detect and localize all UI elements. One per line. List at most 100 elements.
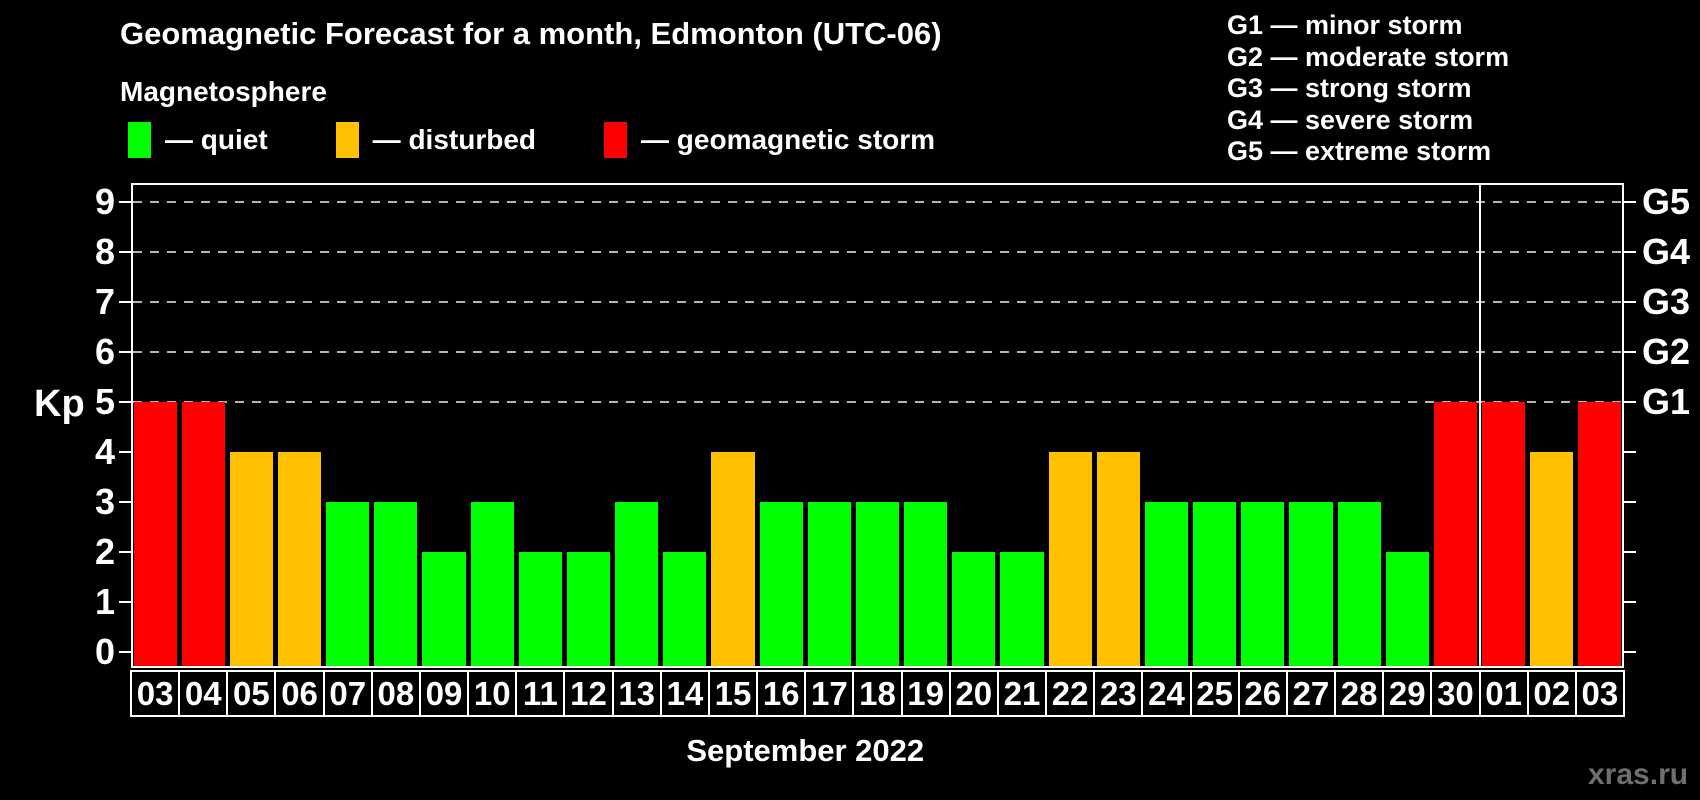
y-tick-label-0: 0 <box>94 631 115 672</box>
date-cell-25-22: 25 <box>1189 670 1240 717</box>
y-tick-left-5 <box>119 401 131 403</box>
quiet-color-swatch <box>128 122 151 158</box>
date-cell-15-12: 15 <box>707 670 759 717</box>
gridline-kp7 <box>133 301 1622 303</box>
y-tick-left-2 <box>119 551 131 553</box>
date-cell-11-8: 11 <box>515 670 566 717</box>
date-cell-24-21: 24 <box>1141 670 1192 717</box>
y-tick-right-6 <box>1624 351 1636 353</box>
bar-day-02 <box>1530 452 1574 666</box>
bar-day-29 <box>1385 552 1429 666</box>
y-tick-right-2 <box>1624 551 1636 553</box>
y-tick-label-7: 7 <box>94 281 115 322</box>
y-tick-label-6: 6 <box>94 331 115 372</box>
bar-day-19 <box>904 502 948 666</box>
magnetosphere-legend: — quiet — disturbed — geomagnetic storm <box>128 122 1003 158</box>
date-cell-19-16: 19 <box>900 670 951 717</box>
y-tick-label-4: 4 <box>94 431 115 472</box>
y-tick-left-3 <box>119 501 131 503</box>
bar-day-18 <box>855 502 900 666</box>
date-cell-14-11: 14 <box>659 670 710 717</box>
bar-day-09 <box>422 552 466 666</box>
date-cell-01-28: 01 <box>1478 670 1529 717</box>
watermark: xras.ru <box>1588 758 1689 791</box>
date-cell-29-26: 29 <box>1382 670 1433 717</box>
y-tick-right-1 <box>1624 601 1636 603</box>
g-axis-label-G4: G4 <box>1642 231 1691 272</box>
legend-label-storm: — geomagnetic storm <box>641 124 936 155</box>
date-cell-04-1: 04 <box>178 670 229 717</box>
y-tick-left-7 <box>119 301 131 303</box>
date-cell-05-2: 05 <box>226 670 277 717</box>
date-cell-08-5: 08 <box>370 670 421 717</box>
y-tick-left-9 <box>119 201 131 203</box>
y-axis-title: Kp <box>34 383 85 425</box>
date-cell-07-4: 07 <box>322 670 373 717</box>
bar-day-08 <box>374 502 418 666</box>
storm-legend-g3: G3 — strong storm <box>1227 73 1472 103</box>
date-cell-21-18: 21 <box>996 670 1048 717</box>
g-axis-label-G5: G5 <box>1642 181 1691 222</box>
bar-day-04 <box>181 402 225 666</box>
date-cell-17-14: 17 <box>804 670 855 717</box>
bar-day-26 <box>1241 502 1285 666</box>
gridline-kp6 <box>133 351 1622 353</box>
magnetosphere-label: Magnetosphere <box>120 76 327 107</box>
date-cell-02-29: 02 <box>1526 670 1577 717</box>
legend-label-disturbed: — disturbed <box>372 124 537 155</box>
bar-day-03 <box>133 402 177 666</box>
bar-day-30 <box>1433 402 1477 666</box>
date-cell-03-30: 03 <box>1574 670 1625 717</box>
bar-day-05 <box>229 452 273 666</box>
chart-title: Geomagnetic Forecast for a month, Edmont… <box>120 16 942 51</box>
y-tick-left-0 <box>119 651 131 653</box>
date-cell-12-9: 12 <box>563 670 614 717</box>
date-cell-23-20: 23 <box>1093 670 1144 717</box>
legend-item-quiet: — quiet <box>128 122 268 158</box>
date-cell-13-10: 13 <box>611 670 662 717</box>
storm-color-swatch <box>604 122 628 158</box>
y-tick-label-9: 9 <box>94 181 115 222</box>
y-tick-label-8: 8 <box>94 231 115 272</box>
y-tick-left-6 <box>119 351 131 353</box>
storm-legend-g1: G1 — minor storm <box>1227 10 1463 40</box>
g-axis-label-G1: G1 <box>1642 381 1691 422</box>
y-tick-right-9 <box>1624 201 1636 203</box>
bar-day-25 <box>1193 502 1237 666</box>
y-tick-right-8 <box>1624 251 1636 253</box>
storm-scale-legend: G1 — minor storm G2 — moderate storm G3 … <box>1227 10 1509 168</box>
g-axis-label-G3: G3 <box>1642 281 1691 322</box>
date-cell-28-25: 28 <box>1334 670 1385 717</box>
date-cell-03-0: 03 <box>130 670 181 717</box>
y-tick-left-4 <box>119 451 131 453</box>
bar-day-17 <box>807 502 851 666</box>
gridline-kp8 <box>133 251 1622 253</box>
bar-day-28 <box>1337 502 1381 666</box>
date-cell-16-13: 16 <box>756 670 807 717</box>
gridline-kp5 <box>133 401 1622 403</box>
month-separator-line <box>1478 183 1481 668</box>
x-axis-title: September 2022 <box>686 733 925 768</box>
date-cell-09-6: 09 <box>418 670 470 717</box>
bar-day-06 <box>277 452 322 666</box>
date-cell-18-15: 18 <box>852 670 903 717</box>
storm-legend-g5: G5 — extreme storm <box>1227 136 1492 166</box>
date-cell-06-3: 06 <box>274 670 325 717</box>
date-cell-10-7: 10 <box>467 670 518 717</box>
legend-item-disturbed: — disturbed <box>335 122 537 158</box>
y-tick-label-3: 3 <box>94 481 115 522</box>
legend-item-storm: — geomagnetic storm <box>604 122 935 158</box>
bar-day-20 <box>952 552 996 666</box>
bar-day-15 <box>711 452 755 666</box>
plot-area <box>131 183 1624 668</box>
y-tick-label-1: 1 <box>94 581 115 622</box>
legend-label-quiet: — quiet <box>165 124 268 155</box>
y-tick-right-7 <box>1624 301 1636 303</box>
bar-day-16 <box>759 502 803 666</box>
bar-day-13 <box>615 502 659 666</box>
bar-day-12 <box>566 552 611 666</box>
y-tick-right-0 <box>1624 651 1636 653</box>
gridline-kp9 <box>133 201 1622 203</box>
bar-day-27 <box>1289 502 1333 666</box>
